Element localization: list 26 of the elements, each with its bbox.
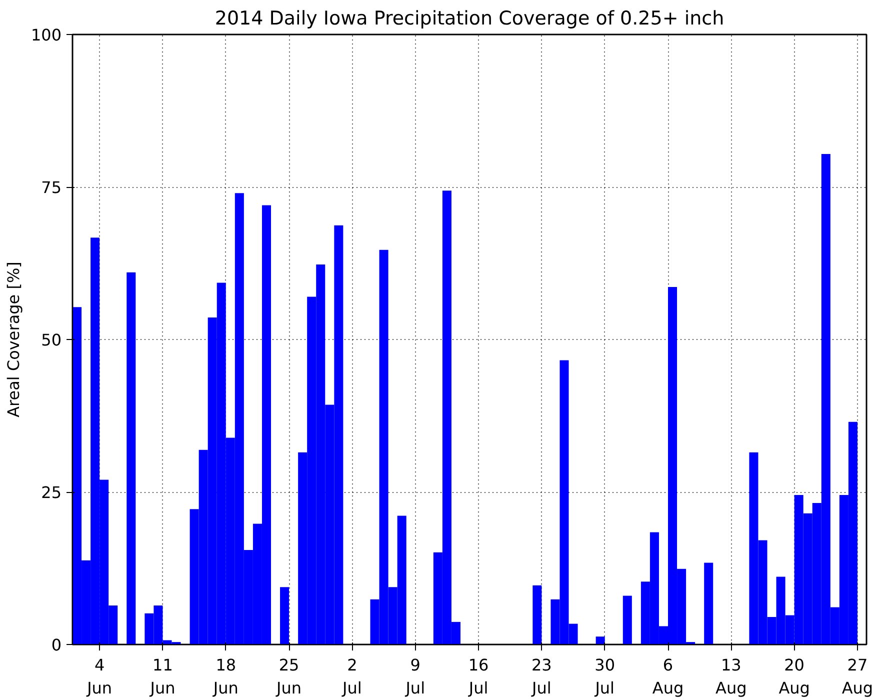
- x-tick-label: 16 Jul: [468, 656, 489, 698]
- bar: [126, 272, 136, 644]
- x-tick-label: 9 Jul: [404, 656, 426, 698]
- x-tick-label: 13 Aug: [716, 656, 747, 698]
- x-tick-label: 11 Jun: [149, 656, 176, 698]
- x-tick-label: 4 Jun: [86, 656, 112, 698]
- x-tick-label: 27 Aug: [842, 656, 874, 698]
- bar: [622, 596, 632, 644]
- chart-title: 2014 Daily Iowa Precipitation Coverage of 0.25+ inch: [214, 8, 724, 30]
- x-tick-label: 18 Jun: [212, 656, 238, 698]
- y-tick-label: 50: [41, 330, 62, 350]
- x-tick-label: 30 Jul: [594, 656, 616, 698]
- bar: [596, 636, 605, 644]
- x-tick-label: 2 Jul: [342, 656, 362, 698]
- x-tick-label: 20 Aug: [778, 656, 810, 698]
- y-tick-label: 0: [51, 636, 62, 654]
- y-axis-title: Areal Coverage [%]: [4, 262, 23, 418]
- x-tick-label: 6 Aug: [652, 656, 684, 698]
- x-tick-label: 23 Jul: [531, 656, 552, 698]
- y-tick-label: 75: [41, 178, 62, 197]
- bar: [704, 562, 714, 644]
- y-tick-label: 25: [41, 483, 62, 502]
- x-tick-label: 25 Jun: [276, 656, 302, 698]
- bar: [280, 587, 290, 644]
- y-tick-label: 100: [30, 26, 62, 44]
- bar: [532, 585, 542, 644]
